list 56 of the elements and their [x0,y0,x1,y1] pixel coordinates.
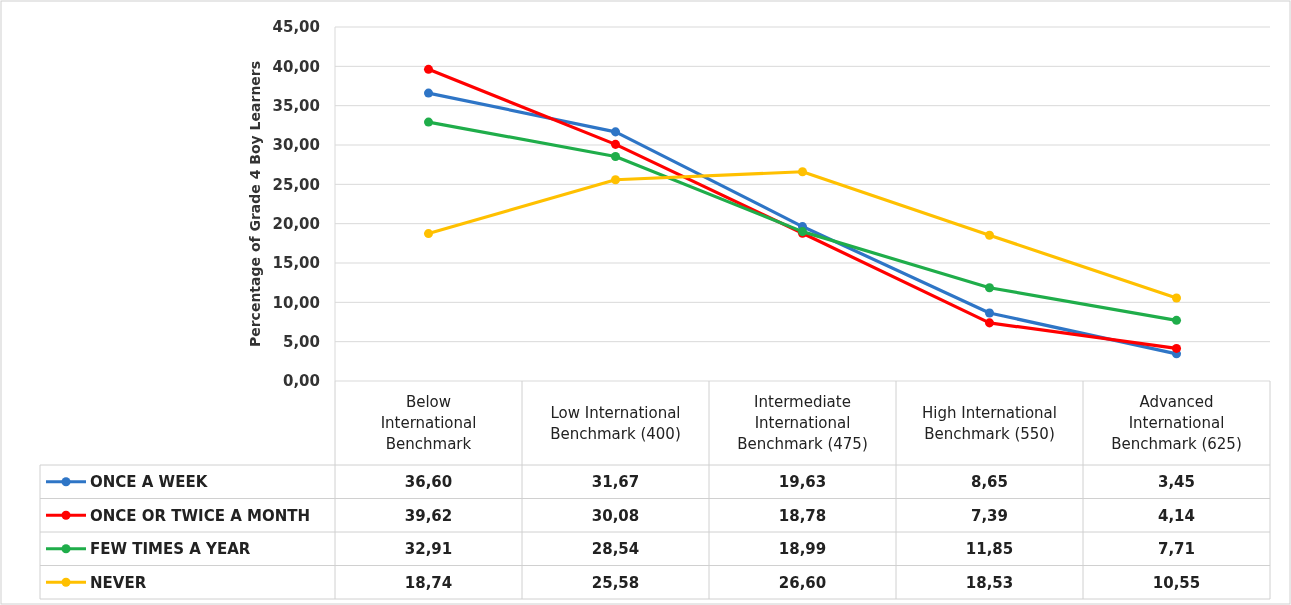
point [423,64,434,74]
point [423,229,434,239]
data-label: 39,62 [404,506,453,525]
data-label: 11,85 [965,540,1014,558]
data-label: 7,39 [970,506,1009,525]
data-label: 18,78 [778,506,827,525]
y-axis-title: Percentage of Grade 4 Boy Learners [247,60,263,348]
data-label: 7,71 [1157,540,1196,558]
point [423,117,434,127]
point [984,230,995,240]
point [1171,343,1182,353]
data-label: 4,14 [1157,506,1196,525]
x-tick-label: Below International Benchmark [380,393,477,454]
data-label: 18,74 [404,573,453,592]
y-tick-label: 25,00 [272,175,320,194]
data-label: 19,63 [778,473,827,491]
y-tick-label: 10,00 [272,293,320,312]
data-label: 30,08 [591,506,640,525]
x-tick-label: Intermediate International Benchmark (475) [737,393,868,454]
data-label: 36,60 [404,473,453,491]
data-label: 32,91 [404,540,453,558]
point [610,175,621,185]
x-tick-label: Low International Benchmark (400) [550,403,681,443]
y-tick-label: 15,00 [272,254,320,273]
x-tick-label: Advanced International Benchmark (625) [1111,393,1242,454]
y-tick-label: 35,00 [272,96,320,115]
point [610,151,621,161]
data-label: 31,67 [591,473,640,491]
point [984,283,995,293]
data-label: 18,53 [965,573,1014,592]
point [797,167,808,177]
y-tick-label: 20,00 [272,214,320,233]
y-tick-label: 30,00 [272,136,320,155]
data-label: 10,55 [1152,573,1201,592]
y-tick-label: 0,00 [282,372,320,391]
legend-label: ONCE A WEEK [90,473,209,491]
legend-label: FEW TIMES A YEAR [90,540,251,558]
data-label: 8,65 [970,473,1009,491]
legend-label: ONCE OR TWICE A MONTH [90,506,310,525]
point [423,88,434,98]
point [1171,293,1182,303]
y-tick-label: 40,00 [272,57,320,76]
y-tick-label: 5,00 [282,332,320,351]
y-tick-label: 45,00 [272,18,320,37]
data-label: 25,58 [591,573,640,592]
data-label: 28,54 [591,540,640,558]
point [984,318,995,328]
data-label: 18,99 [778,540,827,558]
data-label: 3,45 [1157,473,1196,491]
legend-label: NEVER [90,573,147,592]
data-label: 26,60 [778,573,827,592]
point [610,139,621,149]
point [1171,315,1182,325]
x-tick-label: High International Benchmark (550) [922,403,1057,443]
point [984,308,995,318]
point [610,127,621,137]
